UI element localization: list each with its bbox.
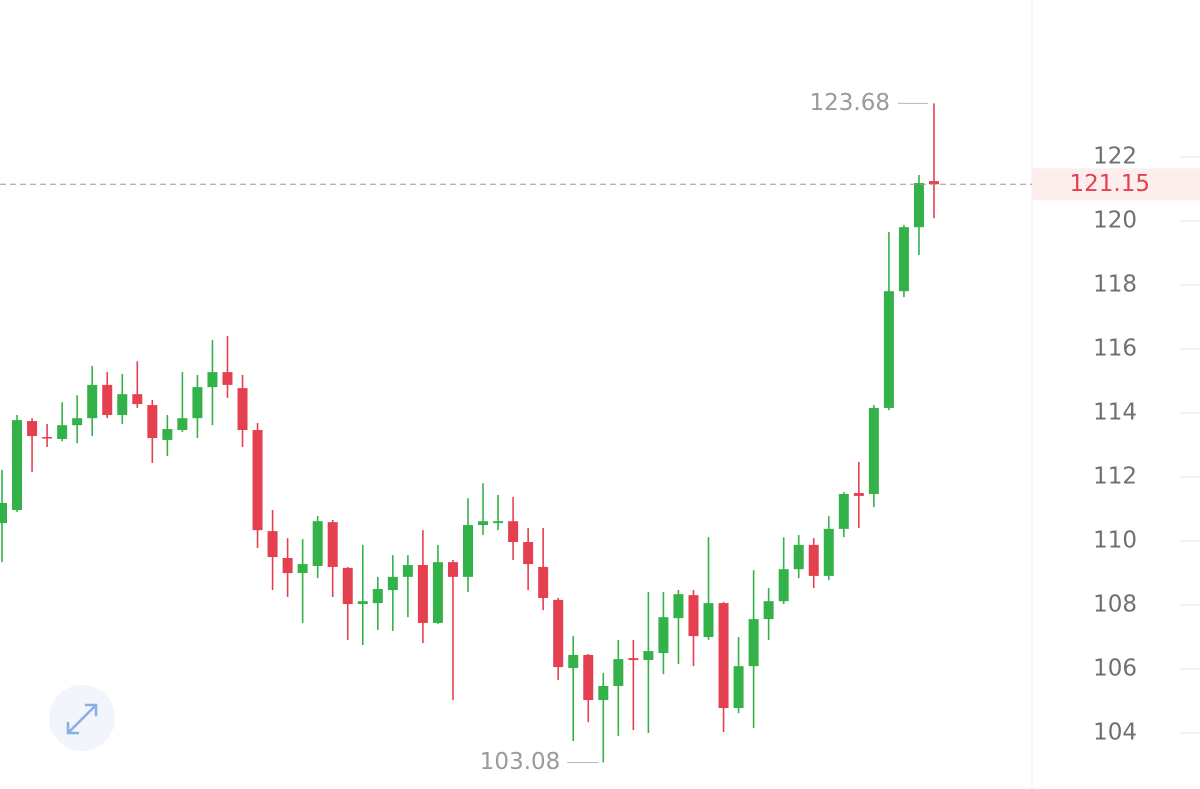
candle-body [583, 654, 594, 701]
candle-body [372, 589, 383, 604]
last-price-bg [1032, 168, 1200, 201]
candle-body [177, 418, 188, 431]
candle-body [643, 651, 654, 661]
candle-body [57, 425, 68, 439]
candle-body [748, 619, 759, 667]
candle-body [763, 601, 774, 620]
candle-body [493, 521, 504, 524]
candle-body [357, 601, 368, 605]
candle-body [132, 394, 143, 405]
candle-body [553, 599, 564, 668]
candle-body [808, 544, 819, 576]
candle-body [568, 654, 579, 669]
candle-body [613, 659, 624, 686]
candle-body [778, 569, 789, 602]
candle-body [703, 603, 714, 638]
candle-body [282, 557, 293, 574]
y-tick-label: 104 [1093, 720, 1137, 746]
candle-body [192, 387, 203, 419]
expand-icon[interactable] [66, 703, 98, 735]
candle-body [898, 227, 909, 292]
candle-body [402, 565, 413, 577]
candle-body [72, 418, 83, 426]
y-tick-label: 108 [1093, 592, 1137, 618]
candle-body [463, 525, 473, 577]
candle-body [523, 541, 534, 565]
candle-body [12, 420, 23, 511]
candle-body [102, 384, 113, 415]
candle-body [252, 430, 263, 531]
candle-body [688, 595, 699, 637]
candle-body [117, 394, 128, 415]
y-tick-label: 116 [1093, 336, 1137, 362]
annotations: 121.15 123.68 103.08 [0, 90, 1200, 775]
candle-body [823, 528, 834, 576]
candle-body [42, 437, 53, 439]
candle-body [0, 502, 7, 524]
candle-body [222, 372, 233, 385]
candle-body [913, 183, 924, 228]
candle-body [733, 666, 744, 709]
candle-body [27, 421, 38, 437]
candle-body [207, 372, 218, 388]
candle-body [447, 562, 458, 577]
expand-button[interactable] [49, 685, 115, 751]
candle-body [147, 405, 158, 439]
candle-body [312, 521, 323, 566]
y-tick-label: 118 [1093, 272, 1137, 298]
candle-body [297, 564, 308, 574]
candle-body [673, 594, 684, 619]
y-axis: 104 106 108 110 112 114 116 118 120 122 [1093, 144, 1200, 746]
candle-body [538, 566, 549, 598]
candle-body [237, 388, 248, 431]
candles [0, 103, 939, 763]
y-tick-label: 110 [1093, 528, 1137, 554]
candle-body [327, 522, 338, 567]
last-price-label: 121.15 [1070, 171, 1150, 197]
candle-body [342, 567, 353, 605]
max-label: 123.68 [810, 90, 890, 116]
candle-body [793, 544, 804, 570]
candle-body [853, 493, 864, 496]
candle-body [162, 429, 173, 440]
candle-body [628, 658, 639, 661]
candle-body [929, 181, 939, 185]
candle-body [838, 494, 849, 529]
candle-body [598, 685, 609, 701]
candle-body [718, 603, 729, 709]
candle-body [387, 576, 398, 590]
candle-body [508, 521, 519, 542]
candle-body [658, 617, 669, 654]
candle-body [432, 562, 443, 623]
candle-body [478, 521, 489, 526]
candle-body [883, 291, 894, 408]
candle-body [868, 407, 879, 495]
y-tick-label: 112 [1093, 464, 1137, 490]
y-tick-label: 122 [1093, 144, 1137, 170]
min-label: 103.08 [480, 749, 560, 775]
candle-body [267, 531, 278, 558]
candle-body [87, 384, 98, 419]
candle-body [417, 565, 428, 623]
y-tick-label: 120 [1093, 208, 1137, 234]
y-tick-label: 106 [1093, 656, 1137, 682]
y-tick-label: 114 [1093, 400, 1137, 426]
